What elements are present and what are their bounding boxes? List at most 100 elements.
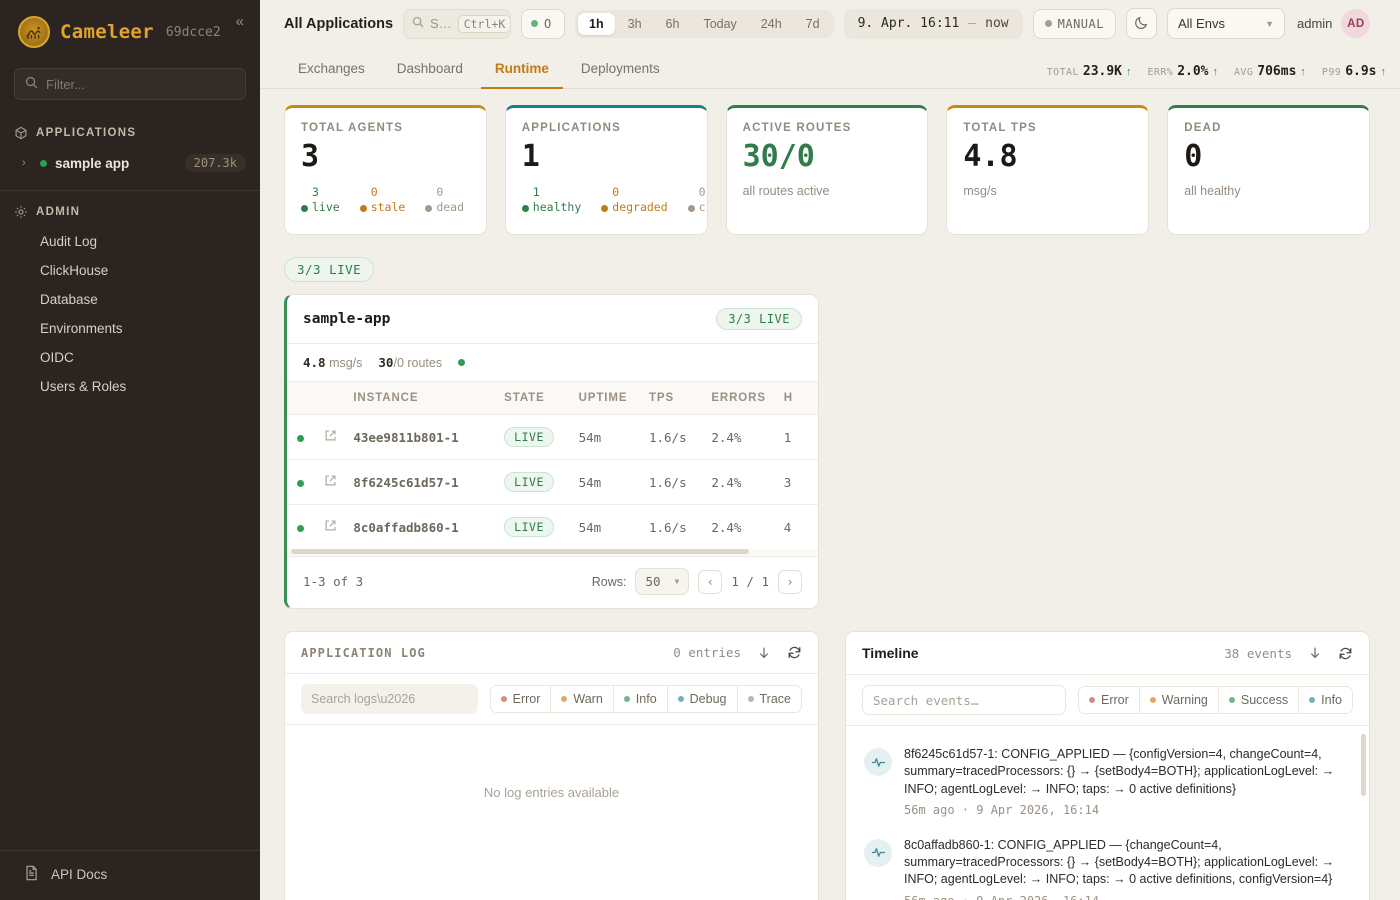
theme-toggle-button[interactable]: [1125, 8, 1157, 39]
kpi-dead: DEAD 0 all healthy: [1167, 105, 1370, 235]
table-pagination: 1-3 of 3 Rows: 50 ▼ ‹ 1 / 1 ›: [287, 556, 818, 608]
metric-value: 6.9s: [1345, 64, 1377, 79]
status-dot: [40, 159, 47, 167]
scrollbar-thumb[interactable]: [291, 549, 750, 554]
rows-per-page-select[interactable]: 50 ▼: [635, 568, 690, 595]
tab-runtime[interactable]: Runtime: [480, 61, 563, 89]
sidebar-item-database[interactable]: Database: [40, 292, 98, 307]
log-filter-row: Search logs\u2026 Error Warn: [285, 674, 818, 725]
page-title: All Applications: [284, 15, 394, 32]
table-row[interactable]: 8f6245c61d57-1 LIVE 54m 1.6/s 2.4% 3: [287, 459, 818, 505]
timeline-scrollbar[interactable]: [1361, 734, 1366, 796]
timeline-search-input[interactable]: Search events…: [862, 685, 1067, 715]
row-open-link[interactable]: [313, 414, 348, 460]
range-6h[interactable]: 6h: [655, 13, 691, 35]
log-level-debug[interactable]: Debug: [667, 686, 738, 712]
row-open-link[interactable]: [313, 505, 347, 550]
range-24h[interactable]: 24h: [750, 13, 793, 35]
refresh-icon[interactable]: [787, 645, 802, 660]
row-state: LIVE: [498, 414, 573, 460]
global-search[interactable]: S… Ctrl+K: [403, 8, 512, 39]
timeline-level-error[interactable]: Error: [1079, 687, 1140, 713]
sidebar-item-users-roles[interactable]: Users & Roles: [40, 379, 127, 394]
refresh-mode-button[interactable]: MANUAL: [1032, 8, 1116, 39]
sidebar-item-audit-log[interactable]: Audit Log: [40, 234, 98, 249]
range-today[interactable]: Today: [692, 13, 747, 35]
log-empty-message: No log entries available: [483, 785, 620, 800]
scroll-to-bottom-icon[interactable]: [1308, 646, 1322, 660]
table-horizontal-scrollbar[interactable]: [287, 549, 818, 556]
applications-section-heading: APPLICATIONS: [0, 120, 260, 148]
scroll-to-bottom-icon[interactable]: [757, 646, 771, 660]
admin-heading-label: ADMIN: [36, 206, 81, 218]
header-metric-p99: P99 6.9s ↑: [1322, 64, 1386, 79]
list-item[interactable]: 8c0affadb860-1: CONFIG_APPLIED — {change…: [858, 827, 1365, 900]
row-tps: 1.6/s: [642, 459, 706, 505]
chevrons-left-icon[interactable]: «: [235, 13, 244, 30]
status-dot: [359, 204, 367, 212]
next-page-button[interactable]: ›: [778, 569, 802, 594]
kpi-legend-label: dead: [436, 200, 465, 215]
range-3h[interactable]: 3h: [617, 13, 653, 35]
tab-deployments[interactable]: Deployments: [580, 61, 660, 76]
header-metric-avg: AVG 706ms ↑: [1234, 64, 1306, 79]
row-open-link[interactable]: [313, 459, 348, 505]
timeline-level-warning[interactable]: Warning: [1139, 687, 1219, 713]
level-dot: [747, 696, 754, 702]
timeline-event-text: 8f6245c61d57-1: CONFIG_APPLIED — {config…: [904, 746, 1351, 817]
sidebar-item-sample-app[interactable]: › sample app 207.3k: [0, 148, 260, 178]
tab-exchanges[interactable]: Exchanges: [298, 61, 365, 76]
log-level-warn[interactable]: Warn: [551, 686, 614, 712]
table-row[interactable]: 8c0affadb860-1 LIVE 54m 1.6/s 2.4% 4: [287, 505, 818, 550]
external-link-icon[interactable]: [324, 520, 337, 535]
trend-up-icon: ↑: [1126, 66, 1132, 78]
kpi-legend-num: 0: [436, 184, 444, 199]
tab-dashboard[interactable]: Dashboard: [396, 61, 463, 76]
external-link-icon[interactable]: [324, 430, 337, 445]
timeline-event-list[interactable]: 8f6245c61d57-1: CONFIG_APPLIED — {config…: [846, 726, 1369, 900]
range-7d[interactable]: 7d: [795, 13, 831, 35]
environment-select[interactable]: All Envs ▼: [1166, 8, 1285, 39]
application-routes-active: 30: [378, 355, 394, 370]
row-errors: 2.4%: [705, 459, 778, 505]
sidebar-item-api-docs[interactable]: API Docs: [0, 850, 260, 900]
range-1h[interactable]: 1h: [578, 12, 615, 35]
row-status: [287, 414, 314, 460]
refresh-icon[interactable]: [1338, 646, 1353, 661]
table-row[interactable]: 43ee9811b801-1 LIVE 54m 1.6/s 2.4% 1: [287, 414, 818, 460]
sidebar-divider: [0, 190, 260, 191]
list-item[interactable]: 8f6245c61d57-1: CONFIG_APPLIED — {config…: [858, 736, 1365, 827]
avatar[interactable]: AD: [1341, 9, 1371, 38]
sidebar-filter-box[interactable]: [14, 68, 246, 100]
timeline-level-success[interactable]: Success: [1218, 687, 1300, 713]
kpi-legend-item: 0 stale: [359, 184, 405, 216]
log-level-info[interactable]: Info: [613, 686, 668, 712]
external-link-icon[interactable]: [324, 475, 337, 490]
sidebar-item-oidc[interactable]: OIDC: [40, 350, 74, 365]
kpi-sub: msg/s: [963, 183, 997, 198]
log-search-input[interactable]: Search logs\u2026: [301, 684, 478, 714]
level-label: Warn: [573, 692, 603, 706]
kpi-legend-num: 0: [370, 184, 378, 199]
log-level-trace[interactable]: Trace: [737, 686, 801, 712]
absolute-time-range[interactable]: 9. Apr. 16:11 – now: [843, 8, 1023, 39]
sidebar-item-clickhouse[interactable]: ClickHouse: [40, 263, 109, 278]
timeline-level-info[interactable]: Info: [1299, 687, 1352, 713]
metric-key: AVG: [1234, 67, 1254, 78]
prev-page-button[interactable]: ‹: [698, 569, 723, 594]
col-link: [313, 382, 348, 415]
user-name: admin: [1296, 16, 1333, 31]
sidebar-filter-input[interactable]: [46, 76, 235, 92]
user-menu[interactable]: admin AD: [1296, 9, 1371, 38]
sidebar-item-environments[interactable]: Environments: [40, 321, 123, 336]
metric-value: 23.9K: [1082, 64, 1123, 79]
trend-up-icon: ↑: [1212, 66, 1219, 78]
kpi-total-tps: TOTAL TPS 4.8 msg/s: [946, 105, 1150, 235]
level-label: Warning: [1161, 693, 1208, 707]
connection-status-pill[interactable]: O: [521, 8, 566, 39]
log-level-error[interactable]: Error: [490, 686, 552, 712]
row-tps: 1.6/s: [648, 519, 687, 535]
row-state: LIVE: [498, 459, 573, 505]
chevron-right-icon[interactable]: ›: [22, 157, 26, 169]
